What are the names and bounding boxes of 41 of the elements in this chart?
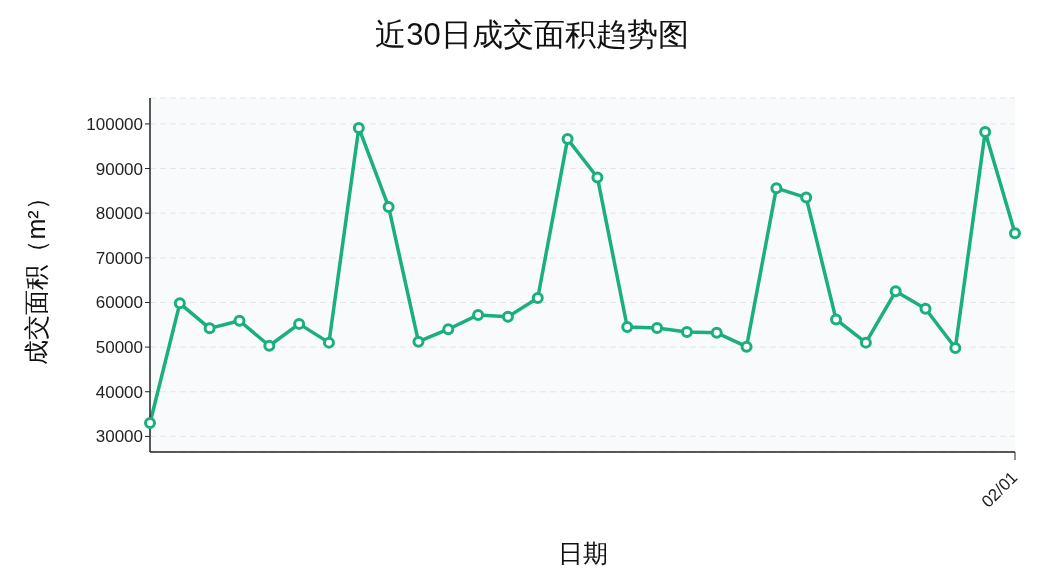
point: [740, 340, 753, 353]
point: [919, 302, 932, 315]
point: [203, 322, 216, 335]
point: [1009, 227, 1021, 240]
point: [621, 321, 634, 334]
point: [531, 291, 544, 304]
y-tick-label: 70000: [95, 248, 143, 268]
point: [680, 325, 693, 338]
point: [859, 336, 872, 349]
point: [501, 310, 514, 323]
point: [561, 133, 574, 146]
point: [830, 313, 843, 326]
y-axis-title: 成交面积（m²）: [20, 185, 51, 365]
point: [800, 191, 813, 204]
point: [442, 323, 455, 336]
point: [352, 121, 365, 134]
point: [293, 317, 306, 330]
y-tick-label: 30000: [95, 427, 143, 447]
point: [412, 335, 425, 348]
point: [770, 182, 783, 195]
point: [979, 125, 992, 138]
point: [233, 314, 246, 327]
point: [322, 336, 335, 349]
point: [949, 341, 962, 354]
y-tick-label: 90000: [95, 159, 143, 179]
point: [889, 285, 902, 298]
y-tick-label: 80000: [95, 204, 143, 224]
point: [263, 339, 276, 352]
y-tick-label: 50000: [95, 338, 143, 358]
chart-title: 近30日成交面积趋势图: [374, 16, 690, 54]
point: [651, 321, 664, 334]
y-tick-label: 100000: [86, 114, 143, 134]
point: [472, 308, 485, 321]
point: [710, 326, 723, 339]
point: [382, 200, 395, 213]
y-tick-label: 40000: [95, 382, 143, 402]
point: [173, 297, 186, 310]
point: [591, 171, 604, 184]
y-tick-label: 60000: [95, 293, 143, 313]
x-axis-title: 日期: [556, 538, 609, 569]
point: [144, 416, 156, 429]
